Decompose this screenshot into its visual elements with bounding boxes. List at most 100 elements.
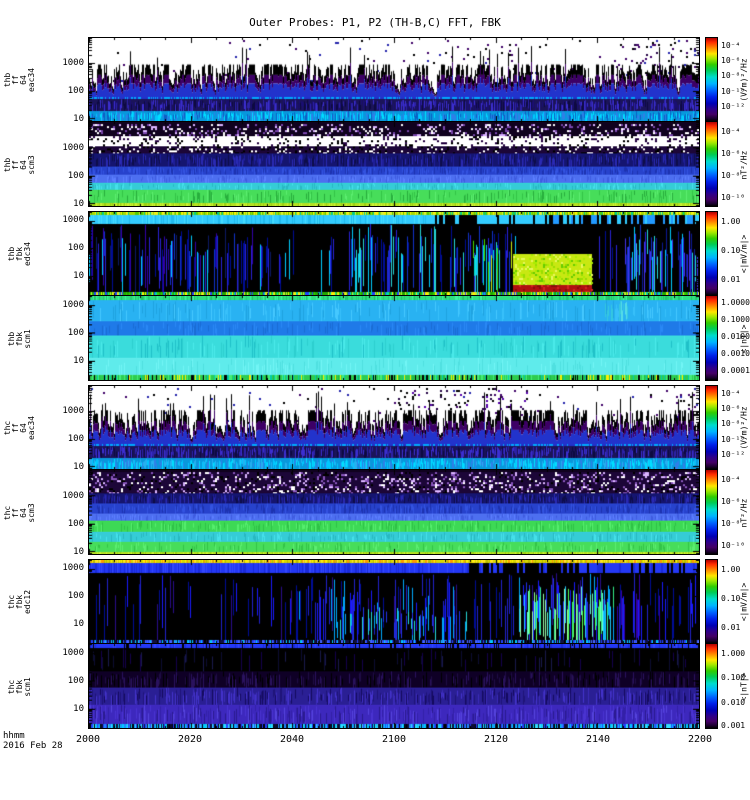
freq-tick-label: 100 xyxy=(67,434,84,445)
freq-tick-label: 10 xyxy=(73,199,84,210)
spectrogram-panel: thc fbk edc12 1000 100 10 1.00 0.10 0.01 <|m… xyxy=(0,559,750,644)
colorbar-tick-label: 10⁻¹⁰ xyxy=(721,86,746,96)
freq-tick-label: 10 xyxy=(73,114,84,125)
freq-tick-label: 1000 xyxy=(62,490,84,501)
frequency-axis: 1000 100 10 xyxy=(0,470,88,558)
colorbar-tick-label: 0.010 xyxy=(721,697,746,707)
colorbar-tick-label: 0.10 xyxy=(721,246,741,256)
freq-tick-label: 10 xyxy=(73,356,84,367)
colorbar-unit-text: <|nT|> xyxy=(739,324,749,353)
colorbar-tick-label: 10⁻¹⁰ xyxy=(721,192,746,202)
colorbar-tick-label: 0.1000 xyxy=(721,314,750,324)
colorbar-unit-text: nT²/Hz xyxy=(739,150,749,179)
colorbar-unit-label: (V/m)²/Hz xyxy=(738,37,750,122)
colorbar-tick-label: 10⁻⁴ xyxy=(721,40,741,50)
colorbar-tick-label: 10⁻⁸ xyxy=(721,419,741,429)
freq-tick-label: 1000 xyxy=(62,562,84,573)
colorbar-unit-text: nT²/Hz xyxy=(739,498,749,527)
spectrogram-canvas xyxy=(89,560,699,643)
freq-tick-label: 100 xyxy=(67,171,84,182)
colorbar xyxy=(705,559,718,644)
colorbar-tick-label: 10⁻¹² xyxy=(721,449,746,459)
freq-tick-label: 10 xyxy=(73,619,84,630)
colorbar-tick-label: 0.0100 xyxy=(721,331,750,341)
spectrogram-canvas xyxy=(89,212,699,295)
colorbar-tick-label: 10⁻⁶ xyxy=(721,148,741,158)
colorbar-unit-label: <|mV/m|> xyxy=(738,211,750,296)
colorbar-tick-labels: 1.00 0.10 0.01 xyxy=(0,211,750,296)
spectrogram-canvas xyxy=(89,386,699,469)
time-format-label: hhmm xyxy=(3,731,25,741)
spectrogram-panel: thc ff 64 scm3 1000 100 10 10⁻⁴ 10⁻⁶ 10⁻⁸ 10⁻… xyxy=(0,470,750,558)
colorbar-unit-label: <|nT|> xyxy=(738,644,750,729)
freq-tick-label: 10 xyxy=(73,704,84,715)
colorbar-tick-label: 0.10 xyxy=(721,594,741,604)
colorbar-tick-labels: 1.0000 0.1000 0.0100 0.0010 0.0001 xyxy=(0,296,750,381)
colorbar-tick-label: 10⁻⁸ xyxy=(721,71,741,81)
freq-tick-label: 100 xyxy=(67,243,84,254)
freq-tick-label: 1000 xyxy=(62,647,84,658)
spectrogram-plot-area xyxy=(88,470,700,555)
colorbar-unit-text: (V/m)²/Hz xyxy=(739,57,749,102)
colorbar xyxy=(705,644,718,729)
time-tick-label: 2020 xyxy=(177,734,203,745)
spectrogram-canvas xyxy=(89,38,699,121)
colorbar xyxy=(705,296,718,381)
spectrogram-panel: thc ff 64 eac34 1000 100 10 10⁻⁴ 10⁻⁶ 10⁻⁸ 10… xyxy=(0,385,750,473)
freq-tick-label: 100 xyxy=(67,86,84,97)
colorbar-tick-label: 10⁻⁸ xyxy=(721,518,741,528)
colorbar-tick-label: 0.01 xyxy=(721,275,741,284)
frequency-axis: 1000 100 10 xyxy=(0,296,88,381)
spectrogram-plot-area xyxy=(88,211,700,296)
colorbar-unit-label: (V/m)²/Hz xyxy=(738,385,750,470)
colorbar-tick-label: 10⁻⁶ xyxy=(721,496,741,506)
freq-tick-label: 10 xyxy=(73,462,84,473)
spectrogram-panel: thb fbk edc34 1000 100 10 1.00 0.10 0.01 <|m… xyxy=(0,211,750,296)
time-tick-label: 2140 xyxy=(585,734,611,745)
freq-tick-label: 100 xyxy=(67,676,84,687)
spectrogram-plot-area xyxy=(88,122,700,207)
freq-tick-label: 1000 xyxy=(62,405,84,416)
colorbar-tick-label: 0.001 xyxy=(721,720,746,730)
colorbar-tick-label: 0.0010 xyxy=(721,348,750,358)
colorbar-tick-label: 0.100 xyxy=(721,673,746,683)
colorbar-tick-label: 10⁻⁶ xyxy=(721,403,741,413)
freq-tick-label: 100 xyxy=(67,591,84,602)
spectrogram-panel: thb fbk scm1 1000 100 10 1.0000 0.1000 0.010… xyxy=(0,296,750,381)
frequency-axis: 1000 100 10 xyxy=(0,559,88,644)
colorbar-unit-text: <|mV/m|> xyxy=(739,582,749,621)
colorbar-tick-label: 10⁻¹² xyxy=(721,101,746,111)
frequency-axis: 1000 100 10 xyxy=(0,122,88,210)
colorbar-tick-labels: 1.000 0.100 0.010 0.001 xyxy=(0,644,750,730)
colorbar-tick-label: 1.0000 xyxy=(721,297,750,307)
colorbar-tick-label: 1.000 xyxy=(721,648,746,658)
spectrogram-canvas xyxy=(89,644,699,728)
freq-tick-label: 100 xyxy=(67,328,84,339)
colorbar xyxy=(705,385,718,470)
colorbar-tick-label: 1.00 xyxy=(721,565,741,575)
colorbar-tick-label: 0.01 xyxy=(721,623,741,632)
colorbar-tick-label: 1.00 xyxy=(721,217,741,227)
colorbar-tick-label: 0.0001 xyxy=(721,365,750,375)
freq-tick-label: 100 xyxy=(67,519,84,530)
frequency-axis: 1000 100 10 xyxy=(0,385,88,473)
time-tick-label: 2200 xyxy=(687,734,713,745)
colorbar-tick-label: 10⁻⁶ xyxy=(721,55,741,65)
colorbar-tick-label: 10⁻¹⁰ xyxy=(721,434,746,444)
colorbar-unit-label: <|mV/m|> xyxy=(738,559,750,644)
frequency-axis: 1000 100 10 xyxy=(0,644,88,729)
freq-tick-label: 10 xyxy=(73,547,84,558)
spectrogram-plot-area xyxy=(88,37,700,122)
colorbar xyxy=(705,211,718,296)
spectrogram-panel: thb ff 64 eac34 1000 100 10 10⁻⁴ 10⁻⁶ 10⁻⁸ 10… xyxy=(0,37,750,125)
plot-title: Outer Probes: P1, P2 (TH-B,C) FFT, FBK xyxy=(249,16,501,29)
frequency-axis: 1000 100 10 xyxy=(0,211,88,296)
frequency-axis: 1000 100 10 xyxy=(0,37,88,125)
colorbar-tick-labels: 1.00 0.10 0.01 xyxy=(0,559,750,644)
spectrogram-plot-area xyxy=(88,385,700,470)
colorbar xyxy=(705,37,718,122)
spectrogram-canvas xyxy=(89,122,699,206)
spectrogram-canvas xyxy=(89,296,699,380)
colorbar-unit-text: (V/m)²/Hz xyxy=(739,405,749,450)
